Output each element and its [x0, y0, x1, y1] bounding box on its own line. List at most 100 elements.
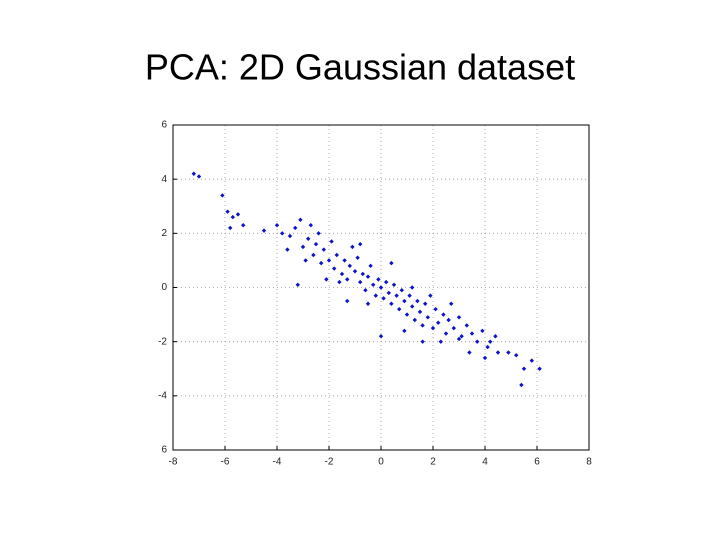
x-tick-label: -6 — [221, 457, 230, 468]
point — [417, 309, 423, 315]
point — [397, 306, 402, 312]
point — [376, 277, 381, 282]
point — [407, 293, 412, 298]
point — [360, 271, 365, 277]
point — [365, 301, 371, 306]
point — [308, 223, 313, 228]
point — [389, 260, 394, 266]
point — [352, 269, 358, 274]
point — [381, 296, 386, 301]
point — [324, 277, 329, 282]
point — [399, 288, 404, 293]
point — [337, 279, 342, 285]
point — [293, 225, 298, 231]
x-tick-label: -4 — [273, 457, 282, 468]
point — [425, 315, 430, 320]
point — [306, 236, 311, 241]
point — [319, 260, 324, 266]
point — [459, 334, 464, 339]
point — [334, 252, 339, 258]
point — [329, 239, 334, 244]
point — [235, 212, 241, 217]
point — [420, 339, 425, 344]
point — [365, 274, 371, 279]
point — [438, 339, 443, 344]
point — [493, 334, 498, 339]
point — [488, 339, 493, 344]
point — [485, 344, 490, 350]
point — [371, 282, 376, 287]
y-tick-label: 6 — [161, 120, 167, 131]
point — [433, 306, 438, 312]
point — [342, 258, 347, 263]
point — [456, 315, 462, 320]
point — [311, 252, 316, 258]
x-tick-label: 8 — [586, 457, 592, 468]
point — [529, 358, 534, 363]
point — [441, 312, 446, 317]
point — [345, 298, 350, 304]
point — [410, 304, 415, 309]
point — [298, 217, 303, 222]
point — [436, 320, 441, 325]
y-tick-label: -4 — [158, 390, 167, 401]
point — [410, 285, 415, 290]
point — [358, 279, 363, 285]
point — [303, 258, 308, 263]
point — [347, 263, 352, 269]
point — [241, 223, 246, 228]
point — [415, 298, 420, 304]
point — [469, 331, 475, 336]
point — [506, 350, 511, 355]
point — [196, 174, 202, 179]
point — [332, 266, 337, 271]
point — [475, 339, 480, 344]
point — [446, 317, 451, 323]
x-tick-label: 6 — [534, 457, 540, 468]
point — [339, 271, 345, 277]
point — [464, 323, 469, 328]
point — [537, 366, 542, 371]
point — [358, 241, 363, 247]
point — [230, 214, 235, 220]
y-tick-label: 6 — [161, 445, 167, 456]
plot-frame — [172, 124, 590, 451]
chart-title: PCA: 2D Gaussian dataset — [145, 47, 575, 88]
point — [514, 353, 519, 358]
point — [321, 247, 326, 252]
point — [467, 350, 472, 355]
point — [412, 317, 417, 323]
point — [394, 293, 399, 298]
point — [316, 231, 321, 236]
point — [389, 301, 394, 306]
point — [391, 282, 397, 287]
y-tick-label: 2 — [161, 228, 167, 239]
point — [402, 328, 407, 334]
point — [521, 366, 527, 371]
point — [285, 247, 290, 252]
point — [228, 225, 233, 231]
x-tick-label: -8 — [169, 457, 178, 468]
point — [480, 328, 485, 334]
point — [355, 255, 360, 260]
y-tick-label: 0 — [161, 282, 167, 293]
point — [456, 336, 462, 342]
point — [326, 258, 332, 263]
point — [261, 228, 267, 233]
point — [378, 334, 384, 339]
point — [368, 263, 373, 269]
point — [378, 285, 384, 290]
x-tick-label: 2 — [430, 457, 436, 468]
point — [451, 325, 456, 331]
point — [402, 298, 407, 304]
point — [420, 323, 425, 328]
point — [384, 279, 389, 285]
point — [225, 209, 230, 214]
point — [495, 350, 501, 355]
point — [191, 171, 196, 176]
point — [443, 331, 449, 336]
point — [373, 293, 378, 298]
point — [519, 382, 524, 388]
point — [482, 355, 488, 361]
